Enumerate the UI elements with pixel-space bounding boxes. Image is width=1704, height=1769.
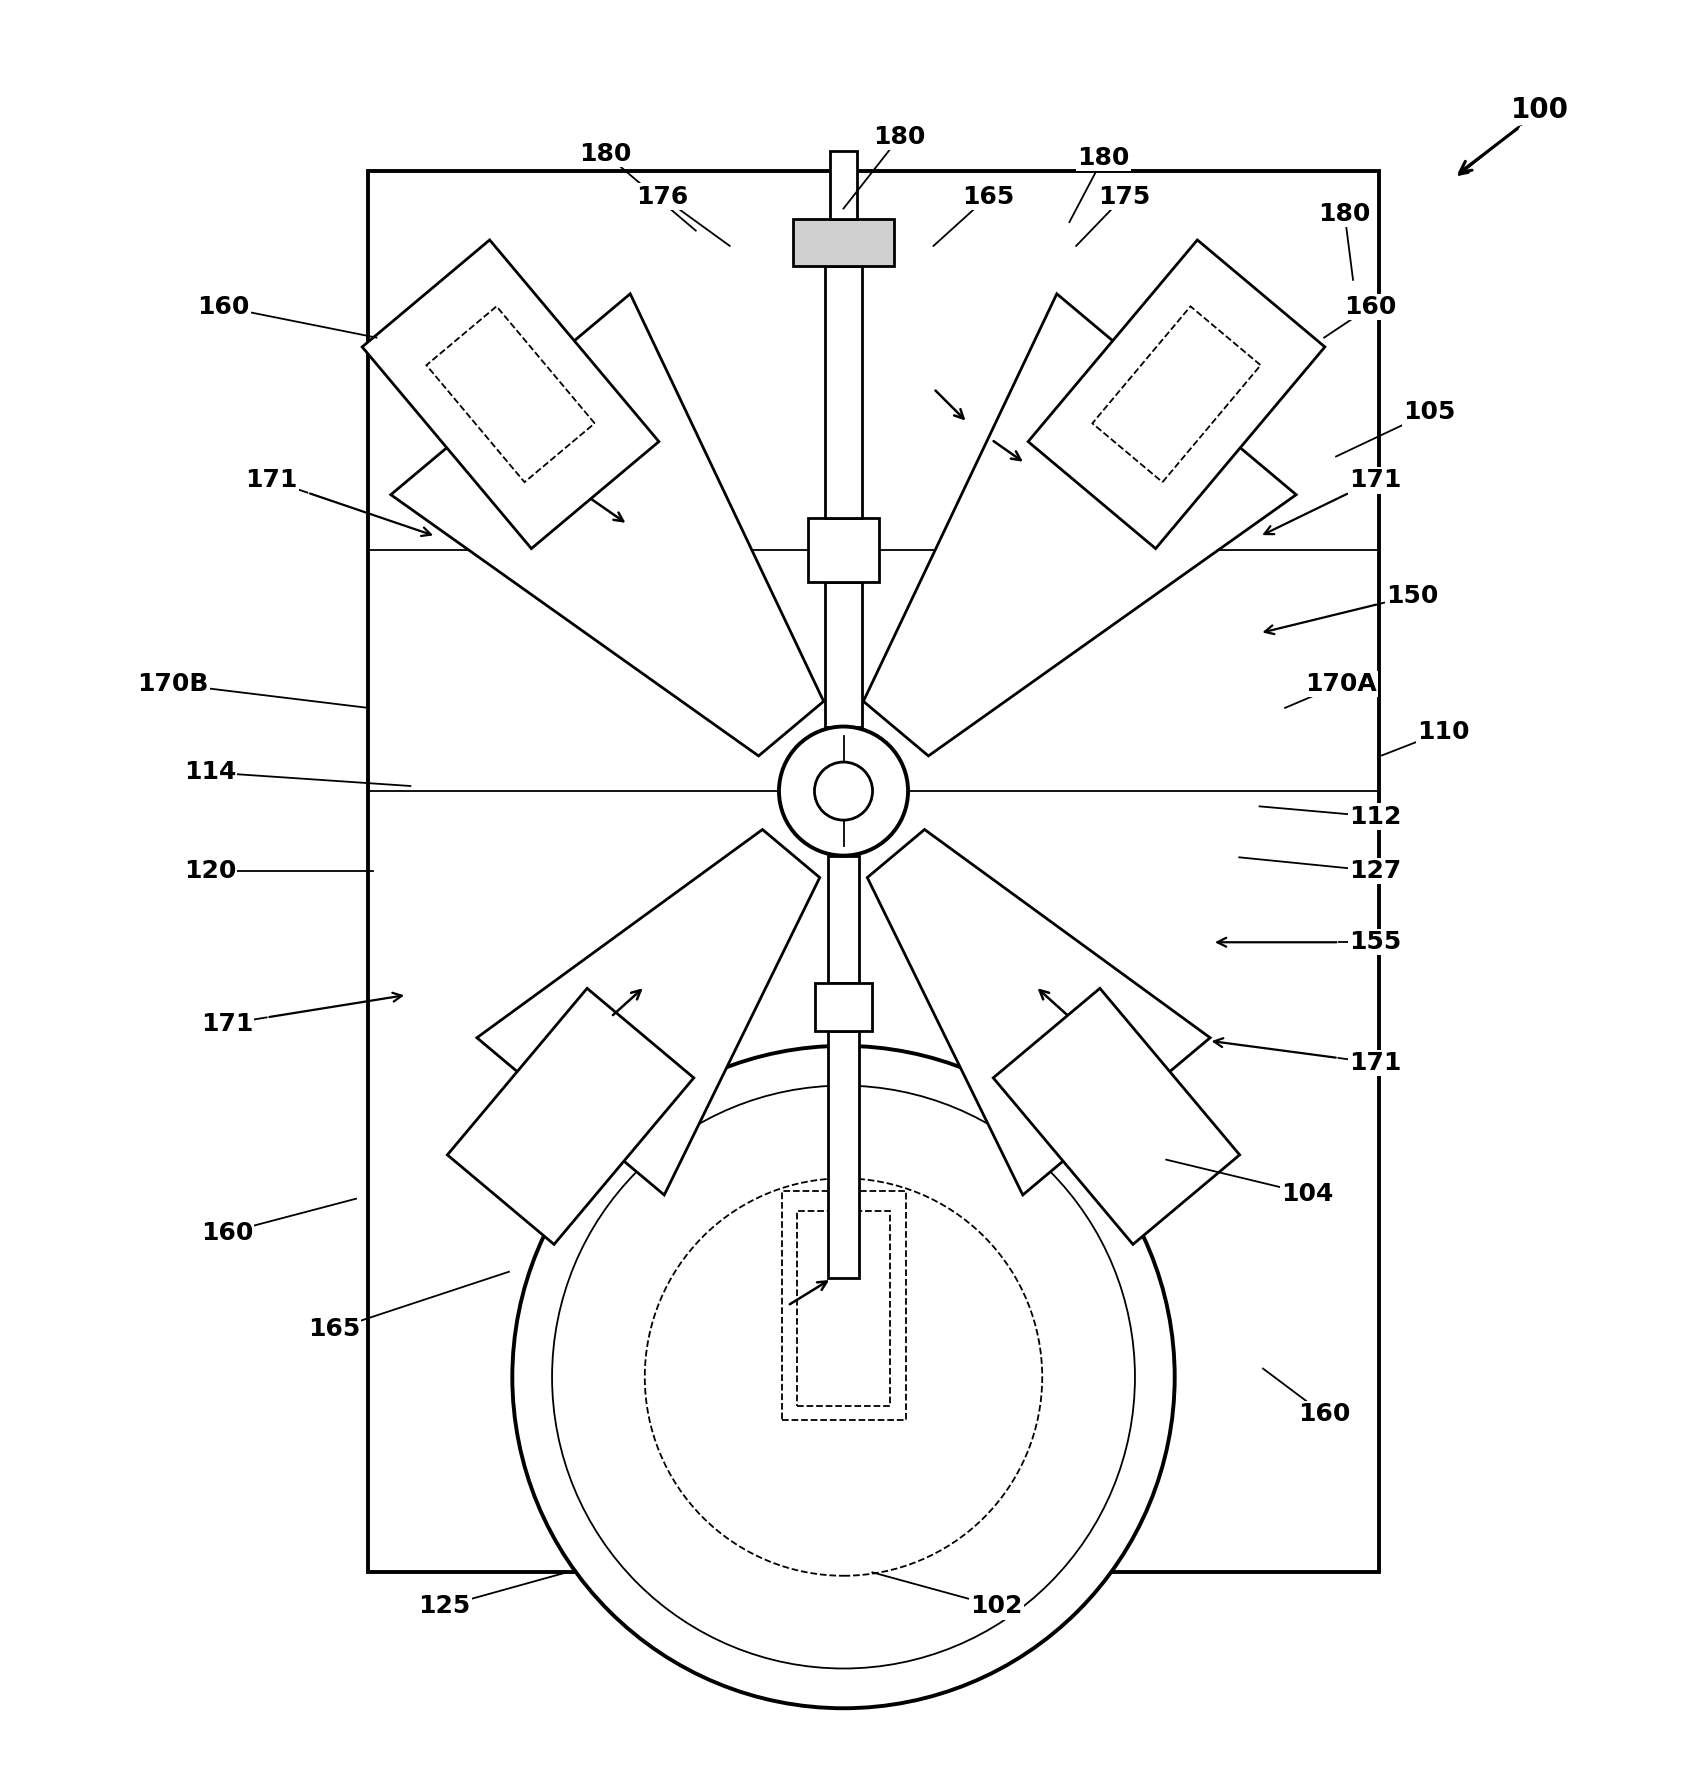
Text: 170A: 170A xyxy=(1305,672,1377,695)
Text: 112: 112 xyxy=(1350,805,1401,828)
Text: 165: 165 xyxy=(961,184,1014,209)
Bar xyxy=(426,306,595,483)
Text: 175: 175 xyxy=(1097,184,1150,209)
Text: 155: 155 xyxy=(1350,930,1401,953)
Bar xyxy=(363,241,659,548)
Text: 180: 180 xyxy=(874,126,925,149)
Text: 104: 104 xyxy=(1281,1182,1333,1206)
Text: 105: 105 xyxy=(1404,400,1455,425)
Polygon shape xyxy=(867,830,1210,1196)
Circle shape xyxy=(644,1178,1043,1576)
Text: 102: 102 xyxy=(970,1594,1022,1619)
Bar xyxy=(1028,241,1324,548)
Bar xyxy=(993,989,1239,1244)
Bar xyxy=(1092,306,1261,483)
Text: 160: 160 xyxy=(198,295,250,318)
Circle shape xyxy=(513,1045,1174,1709)
Bar xyxy=(797,1212,889,1406)
Text: 114: 114 xyxy=(184,761,237,784)
Text: 160: 160 xyxy=(1298,1403,1350,1426)
Text: 176: 176 xyxy=(636,184,688,209)
Text: 100: 100 xyxy=(1511,96,1569,124)
Text: 160: 160 xyxy=(1344,295,1396,318)
Circle shape xyxy=(552,1086,1135,1668)
Text: 171: 171 xyxy=(245,469,296,492)
Bar xyxy=(825,582,862,727)
Text: 180: 180 xyxy=(579,142,632,166)
Text: 160: 160 xyxy=(201,1221,254,1245)
Bar xyxy=(368,172,1379,1573)
Text: 110: 110 xyxy=(1416,720,1469,743)
Text: 127: 127 xyxy=(1350,860,1401,883)
Text: 120: 120 xyxy=(184,860,237,883)
Text: 170B: 170B xyxy=(136,672,208,695)
Text: 125: 125 xyxy=(417,1594,470,1619)
Bar xyxy=(828,1031,859,1277)
Text: 171: 171 xyxy=(1350,1051,1401,1076)
Bar xyxy=(815,984,872,1031)
Text: 165: 165 xyxy=(308,1318,360,1341)
Bar xyxy=(792,219,895,267)
Text: 180: 180 xyxy=(1077,145,1130,170)
Text: 171: 171 xyxy=(1350,469,1401,492)
Polygon shape xyxy=(477,830,820,1196)
Bar xyxy=(782,1191,905,1421)
Text: 180: 180 xyxy=(1319,202,1370,226)
Bar xyxy=(828,856,859,984)
Bar xyxy=(808,518,879,582)
Polygon shape xyxy=(390,294,823,755)
Bar xyxy=(825,267,862,518)
Text: 171: 171 xyxy=(201,1012,254,1037)
Circle shape xyxy=(779,727,908,856)
Bar xyxy=(448,989,694,1244)
Circle shape xyxy=(815,762,872,821)
Bar xyxy=(830,150,857,219)
Text: 150: 150 xyxy=(1387,584,1438,609)
Polygon shape xyxy=(864,294,1297,755)
